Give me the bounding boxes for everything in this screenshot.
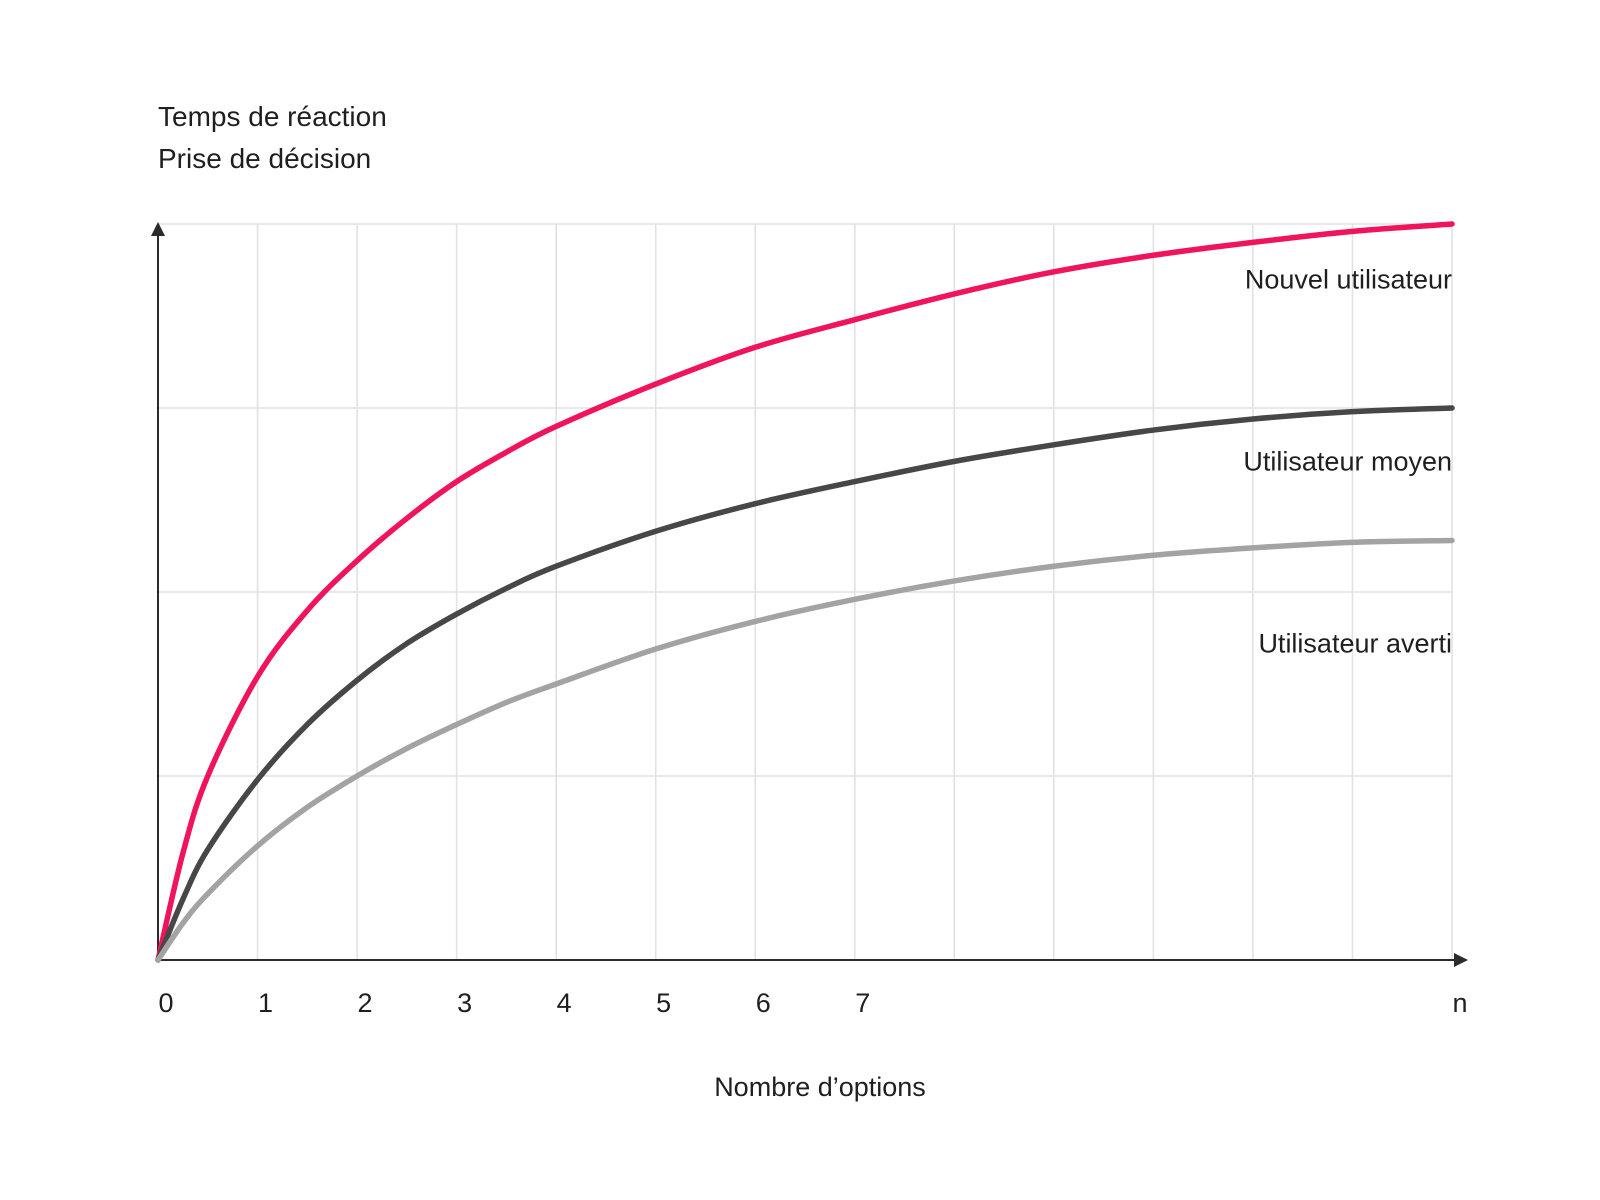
x-tick-label: 1 xyxy=(258,988,273,1018)
x-tick-label: 5 xyxy=(656,988,671,1018)
y-axis-label-line-2: Prise de décision xyxy=(158,143,371,174)
x-axis-arrow xyxy=(1454,953,1468,967)
y-axis-label-line-1: Temps de réaction xyxy=(158,101,387,132)
series-line-utilisateur-averti xyxy=(155,537,1455,963)
x-axis-label: Nombre d’options xyxy=(714,1072,926,1102)
series-labels: Nouvel utilisateur Utilisateur moyen Utili… xyxy=(1243,264,1452,658)
series-line-nouvel-utilisateur xyxy=(155,221,1455,963)
series-label: Nouvel utilisateur xyxy=(1245,264,1452,294)
axes xyxy=(151,222,1468,967)
x-tick-label: n xyxy=(1452,988,1467,1018)
series-line-utilisateur-moyen xyxy=(155,405,1455,963)
series-label: Utilisateur averti xyxy=(1258,629,1452,659)
series-group xyxy=(155,221,1455,963)
x-tick-label: 3 xyxy=(457,988,472,1018)
x-tick-label: 4 xyxy=(557,988,572,1018)
x-tick-label: 7 xyxy=(855,988,870,1018)
x-tick-label: 6 xyxy=(756,988,771,1018)
y-axis-arrow xyxy=(151,222,165,236)
x-tick-label: 0 xyxy=(158,988,173,1018)
series-label: Utilisateur moyen xyxy=(1243,447,1452,477)
x-tick-label: 2 xyxy=(358,988,373,1018)
x-ticks: 0 1 2 3 4 5 6 7 n xyxy=(158,988,1467,1018)
